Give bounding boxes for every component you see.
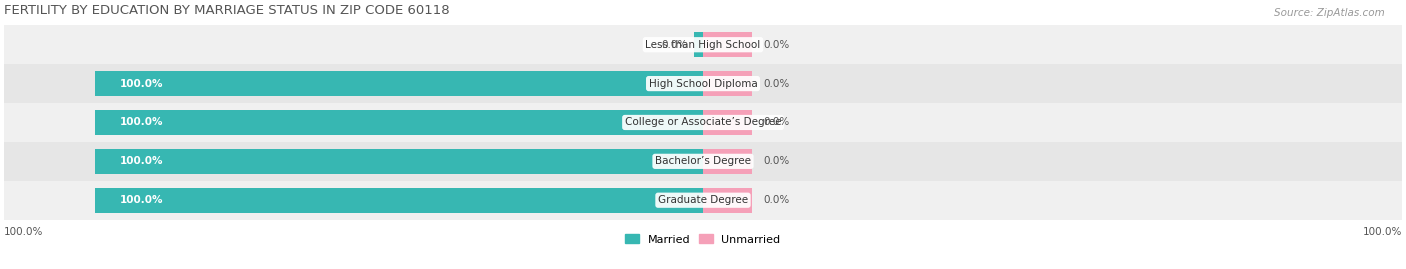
Text: Graduate Degree: Graduate Degree — [658, 195, 748, 205]
Text: Source: ZipAtlas.com: Source: ZipAtlas.com — [1274, 8, 1385, 18]
Bar — [96, 71, 703, 96]
Text: 100.0%: 100.0% — [4, 227, 44, 237]
Bar — [703, 71, 752, 96]
Bar — [4, 181, 1402, 220]
Text: College or Associate’s Degree: College or Associate’s Degree — [624, 118, 782, 128]
Bar — [703, 32, 752, 57]
Bar — [703, 149, 752, 174]
Bar — [703, 110, 752, 135]
Text: FERTILITY BY EDUCATION BY MARRIAGE STATUS IN ZIP CODE 60118: FERTILITY BY EDUCATION BY MARRIAGE STATU… — [4, 4, 450, 17]
Bar — [4, 25, 1402, 64]
Text: 0.0%: 0.0% — [763, 118, 790, 128]
Text: Bachelor’s Degree: Bachelor’s Degree — [655, 156, 751, 166]
Text: 100.0%: 100.0% — [120, 118, 163, 128]
Text: 0.0%: 0.0% — [763, 195, 790, 205]
Text: 0.0%: 0.0% — [763, 156, 790, 166]
Bar — [96, 187, 703, 213]
Bar — [695, 32, 703, 57]
Bar — [4, 64, 1402, 103]
Text: Less than High School: Less than High School — [645, 40, 761, 50]
Text: 100.0%: 100.0% — [120, 156, 163, 166]
Bar — [4, 103, 1402, 142]
Text: High School Diploma: High School Diploma — [648, 79, 758, 89]
Text: 0.0%: 0.0% — [763, 79, 790, 89]
Text: 100.0%: 100.0% — [120, 79, 163, 89]
Text: 0.0%: 0.0% — [662, 40, 688, 50]
Bar — [703, 187, 752, 213]
Text: 100.0%: 100.0% — [120, 195, 163, 205]
Bar — [96, 110, 703, 135]
Bar — [96, 149, 703, 174]
Bar — [4, 142, 1402, 181]
Text: 0.0%: 0.0% — [763, 40, 790, 50]
Legend: Married, Unmarried: Married, Unmarried — [621, 230, 785, 249]
Text: 100.0%: 100.0% — [1362, 227, 1402, 237]
